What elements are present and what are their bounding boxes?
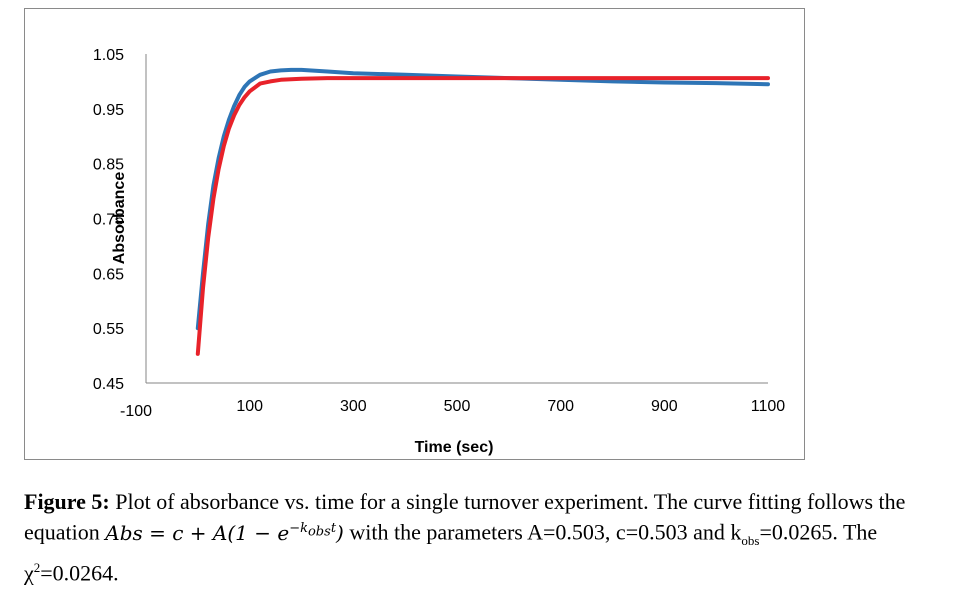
- y-tick-label: 0.75: [93, 212, 124, 229]
- series-line-1: [195, 67, 770, 331]
- y-axis-title: Absorbance: [111, 172, 128, 265]
- figure-label: Figure 5:: [24, 489, 110, 514]
- x-tick-label: 700: [547, 398, 574, 415]
- equation-close: ): [336, 520, 344, 545]
- x-tick-label: 100: [236, 398, 263, 415]
- x-tick-label: 500: [444, 398, 471, 415]
- equation-exponent-sub: obs: [307, 524, 331, 540]
- chi-symbol: χ: [24, 560, 34, 586]
- x-tick-label: -100: [120, 403, 152, 420]
- y-tick-label: 1.05: [93, 47, 124, 64]
- y-tick-label: 0.55: [93, 321, 124, 338]
- axes: [145, 54, 768, 384]
- y-tick-label: 0.65: [93, 266, 124, 283]
- y-tick-label: 0.95: [93, 102, 124, 119]
- equation-main: Abs = c + A(1 − e: [105, 520, 290, 545]
- caption-text-3: =0.0265. The: [759, 519, 878, 545]
- k-symbol: k: [730, 519, 742, 545]
- k-subscript: obs: [741, 533, 760, 549]
- caption-text-2: with the parameters A=0.503, c=0.503 and: [343, 519, 731, 545]
- equation-exponent: −kobst: [289, 521, 337, 540]
- chi-superscript: 2: [33, 560, 41, 576]
- caption-text-4: =0.0264.: [40, 560, 119, 586]
- x-tick-label: 300: [340, 398, 367, 415]
- x-tick-label: 1100: [751, 398, 786, 415]
- series-line-2: [195, 76, 770, 356]
- y-tick-label: 0.45: [93, 376, 124, 393]
- y-tick-label: 0.85: [93, 157, 124, 174]
- figure-caption: Figure 5: Plot of absorbance vs. time fo…: [24, 488, 954, 586]
- caption-equation: Abs = c + A(1 − e−kobst): [105, 521, 344, 545]
- y-tick-labels: 0.45 0.55 0.65 0.75 0.85 0.95 1.05: [93, 47, 124, 393]
- series-group: [195, 67, 770, 356]
- x-tick-labels: -100 100 300 500 700 900 1100: [120, 398, 785, 420]
- x-tick-label: 900: [651, 398, 678, 415]
- chart: 0.45 0.55 0.65 0.75 0.85 0.95 1.05 -100 100 300 5…: [93, 47, 785, 456]
- x-axis-title: Time (sec): [415, 439, 494, 456]
- caption-text-1: Plot of absorbance vs. time for a single…: [24, 489, 906, 545]
